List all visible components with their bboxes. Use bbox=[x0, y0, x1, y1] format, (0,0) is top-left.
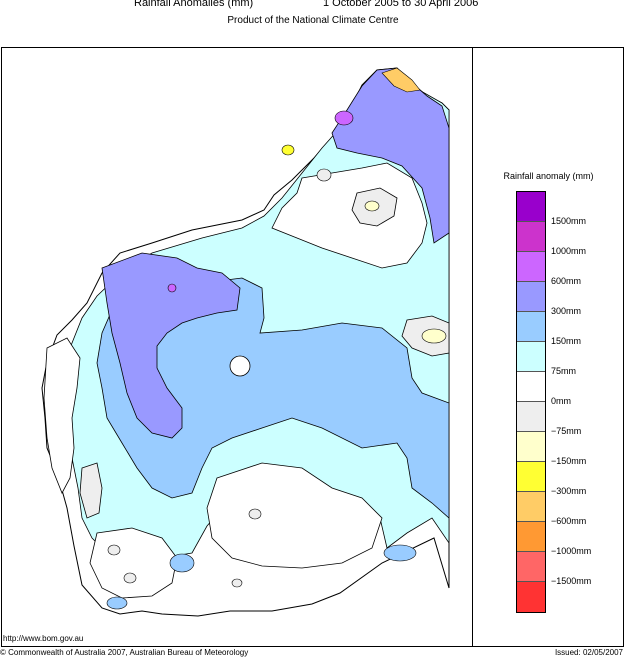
region-300-600-north bbox=[331, 67, 450, 244]
legend-swatch bbox=[517, 462, 545, 492]
region-300-600-west bbox=[101, 252, 241, 439]
legend-swatch bbox=[517, 312, 545, 342]
legend-swatch bbox=[517, 552, 545, 582]
map-frame bbox=[1, 47, 624, 647]
legend-label: −75mm bbox=[551, 426, 582, 436]
legend-label: 1000mm bbox=[551, 246, 587, 256]
map-title-line: Rainfall Anomalies (mm) 1 October 2005 t… bbox=[0, 0, 626, 14]
legend-swatch bbox=[517, 402, 545, 432]
region-0-75-north bbox=[271, 162, 428, 269]
hotspot-600-1000-west bbox=[167, 283, 177, 293]
wet-patch-southeast bbox=[383, 544, 417, 562]
map-subtitle: Product of the National Climate Centre bbox=[227, 15, 399, 26]
legend-swatch bbox=[517, 192, 545, 222]
legend-divider bbox=[472, 47, 473, 647]
region-0-75-west bbox=[43, 337, 81, 494]
legend-label: −300mm bbox=[551, 486, 587, 496]
footer-copyright: © Commonwealth of Australia 2007, Austra… bbox=[0, 648, 249, 657]
dry-patch-southwest-2 bbox=[123, 572, 137, 584]
legend-swatch bbox=[517, 432, 545, 462]
legend-swatch bbox=[517, 252, 545, 282]
wet-patch-south bbox=[169, 553, 195, 573]
legend-label: −150mm bbox=[551, 456, 587, 466]
footer-url[interactable]: http://www.bom.gov.au bbox=[3, 634, 84, 643]
dry-patch-northwest-coast bbox=[381, 67, 421, 93]
legend-swatch bbox=[517, 222, 545, 252]
hotspot-600-1000 bbox=[334, 110, 354, 126]
legend-label: 600mm bbox=[551, 276, 582, 286]
legend-swatch bbox=[517, 582, 545, 612]
legend-label: 0mm bbox=[551, 396, 571, 406]
dry-patch-north-2 bbox=[316, 168, 332, 182]
legend-label: 1500mm bbox=[551, 216, 587, 226]
region-150-300 bbox=[96, 277, 450, 519]
map-title: Rainfall Anomalies (mm) bbox=[134, 0, 254, 9]
dry-patch-south-1 bbox=[248, 508, 262, 520]
legend-swatch bbox=[517, 282, 545, 312]
dry-patch-east-core bbox=[421, 328, 447, 344]
legend-label: 300mm bbox=[551, 306, 582, 316]
legend-title: Rainfall anomaly (mm) bbox=[503, 171, 594, 181]
dry-patch-south-2 bbox=[231, 578, 243, 588]
dry-patch-southwest-1 bbox=[107, 544, 121, 556]
region-0-75-south bbox=[206, 462, 383, 569]
footer-issued-date: Issued: 02/05/2007 bbox=[554, 648, 623, 657]
legend-label: −600mm bbox=[551, 516, 587, 526]
legend-swatch bbox=[517, 522, 545, 552]
legend-label: 150mm bbox=[551, 336, 582, 346]
rainfall-anomaly-map bbox=[41, 67, 450, 617]
legend-swatch bbox=[517, 492, 545, 522]
wet-patch-southwest bbox=[106, 596, 128, 610]
legend-label: −1000mm bbox=[551, 546, 592, 556]
dry-patch-kimberley bbox=[281, 144, 295, 156]
dry-patch-north-core bbox=[364, 200, 380, 212]
legend-color-bar bbox=[516, 191, 546, 613]
legend-label: −1500mm bbox=[551, 576, 592, 586]
legend-swatch bbox=[517, 372, 545, 402]
legend-swatch bbox=[517, 342, 545, 372]
dry-patch-central bbox=[229, 355, 251, 377]
dry-patch-west-coast bbox=[79, 462, 103, 519]
legend-label: 75mm bbox=[551, 366, 577, 376]
map-period: 1 October 2005 to 30 April 2006 bbox=[323, 0, 479, 9]
